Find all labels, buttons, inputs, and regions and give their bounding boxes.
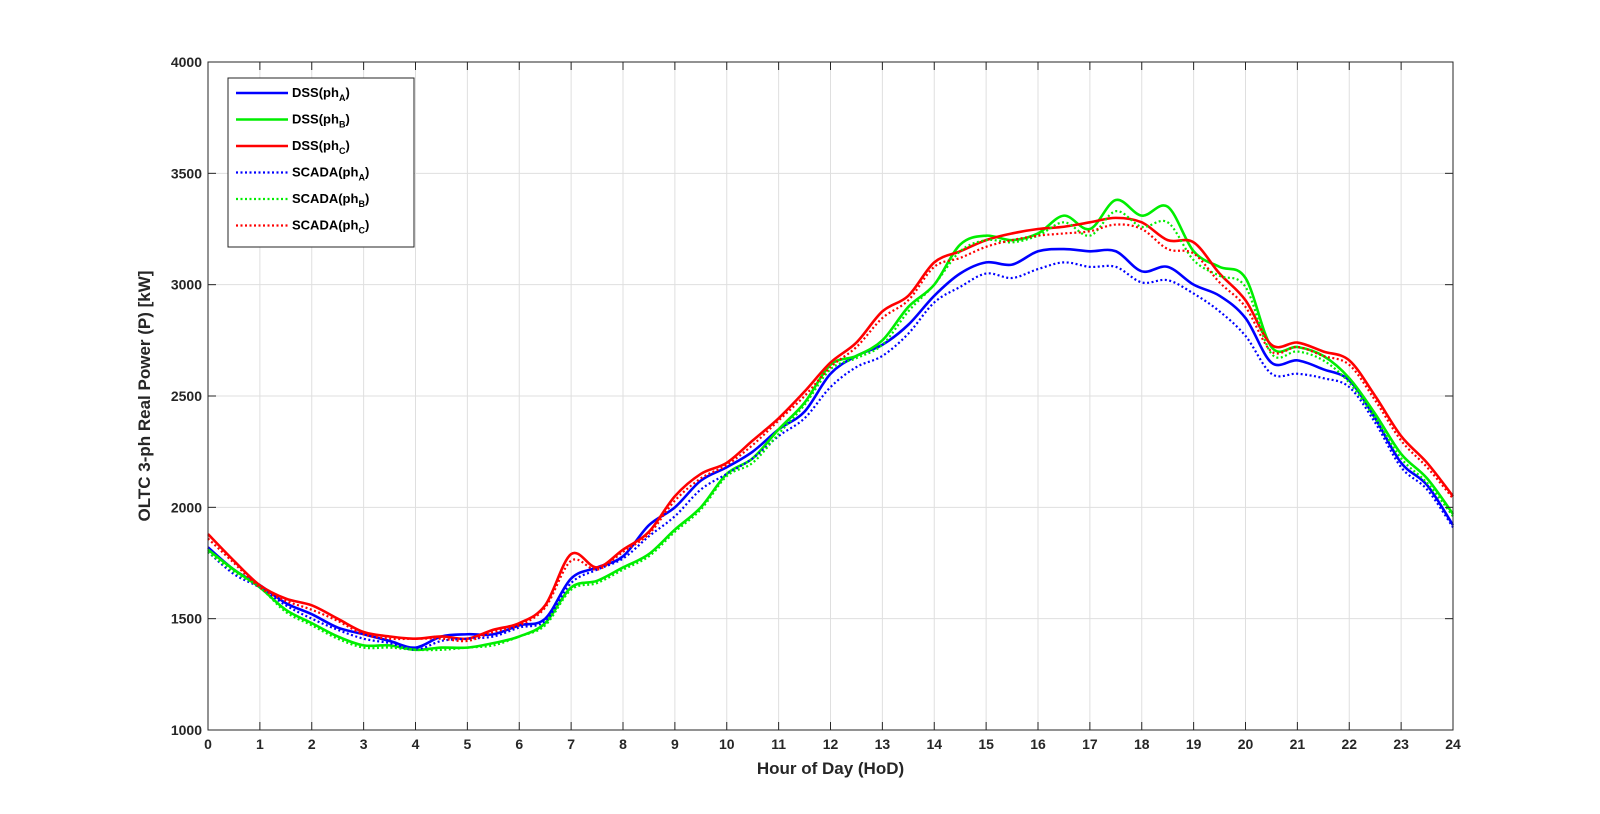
x-tick-label: 9 — [671, 736, 679, 752]
legend-label: SCADA(phC) — [292, 218, 369, 236]
x-tick-label: 22 — [1341, 736, 1357, 752]
legend-label: DSS(phC) — [292, 138, 350, 156]
x-tick-label: 16 — [1030, 736, 1046, 752]
legend-label: DSS(phB) — [292, 112, 350, 130]
x-tick-label: 15 — [978, 736, 994, 752]
x-tick-label: 3 — [360, 736, 368, 752]
legend-box — [227, 77, 415, 248]
x-tick-label: 6 — [515, 736, 523, 752]
y-axis-label: OLTC 3-ph Real Power (P) [kW] — [135, 271, 154, 522]
x-tick-label: 18 — [1134, 736, 1150, 752]
legend-label: SCADA(phA) — [292, 165, 369, 183]
x-tick-label: 11 — [771, 736, 786, 752]
x-tick-label: 20 — [1238, 736, 1254, 752]
series-line-dssph-a — [207, 247, 1455, 649]
x-tick-label: 21 — [1290, 736, 1306, 752]
y-tick-label: 3500 — [171, 165, 202, 181]
x-tick-label: 14 — [926, 736, 942, 752]
y-tick-label: 3000 — [171, 277, 202, 293]
x-tick-label: 2 — [308, 736, 316, 752]
x-tick-label: 5 — [463, 736, 471, 752]
y-tick-label: 2500 — [171, 388, 202, 404]
x-tick-label: 19 — [1186, 736, 1202, 752]
series-line-dssph-c — [207, 216, 1455, 641]
x-tick-label: 4 — [412, 736, 420, 752]
x-tick-label: 17 — [1082, 736, 1098, 752]
x-tick-label: 8 — [619, 736, 627, 752]
y-tick-label: 1000 — [171, 722, 202, 738]
y-tick-label: 1500 — [171, 611, 202, 627]
x-tick-label: 7 — [567, 736, 575, 752]
series-line-scadaph-c — [207, 223, 1454, 643]
series-line-dssph-b — [207, 198, 1455, 652]
x-tick-label: 0 — [204, 736, 212, 752]
series-lines — [207, 198, 1455, 652]
x-tick-label: 24 — [1445, 736, 1461, 752]
x-tick-label: 10 — [719, 736, 735, 752]
y-tick-label: 2000 — [171, 499, 202, 515]
y-tick-label: 4000 — [171, 54, 202, 70]
legend-label: DSS(phA) — [292, 85, 350, 103]
x-tick-label: 13 — [875, 736, 891, 752]
x-tick-label: 12 — [823, 736, 839, 752]
legend-label: SCADA(phB) — [292, 191, 369, 209]
legend: DSS(phA) DSS(phB) DSS(phC) SCADA(phA) SCADA(… — [227, 77, 415, 248]
x-tick-label: 1 — [256, 736, 264, 752]
x-tick-label: 23 — [1393, 736, 1409, 752]
axis-ticks: 0 1 2 3 4 5 6 7 8 9 10 11 12 13 14 15 16 17 18 19 20 21 22 23 24… — [171, 54, 1461, 752]
x-axis-label: Hour of Day (HoD) — [757, 759, 904, 778]
series-line-scadaph-a — [207, 261, 1454, 651]
